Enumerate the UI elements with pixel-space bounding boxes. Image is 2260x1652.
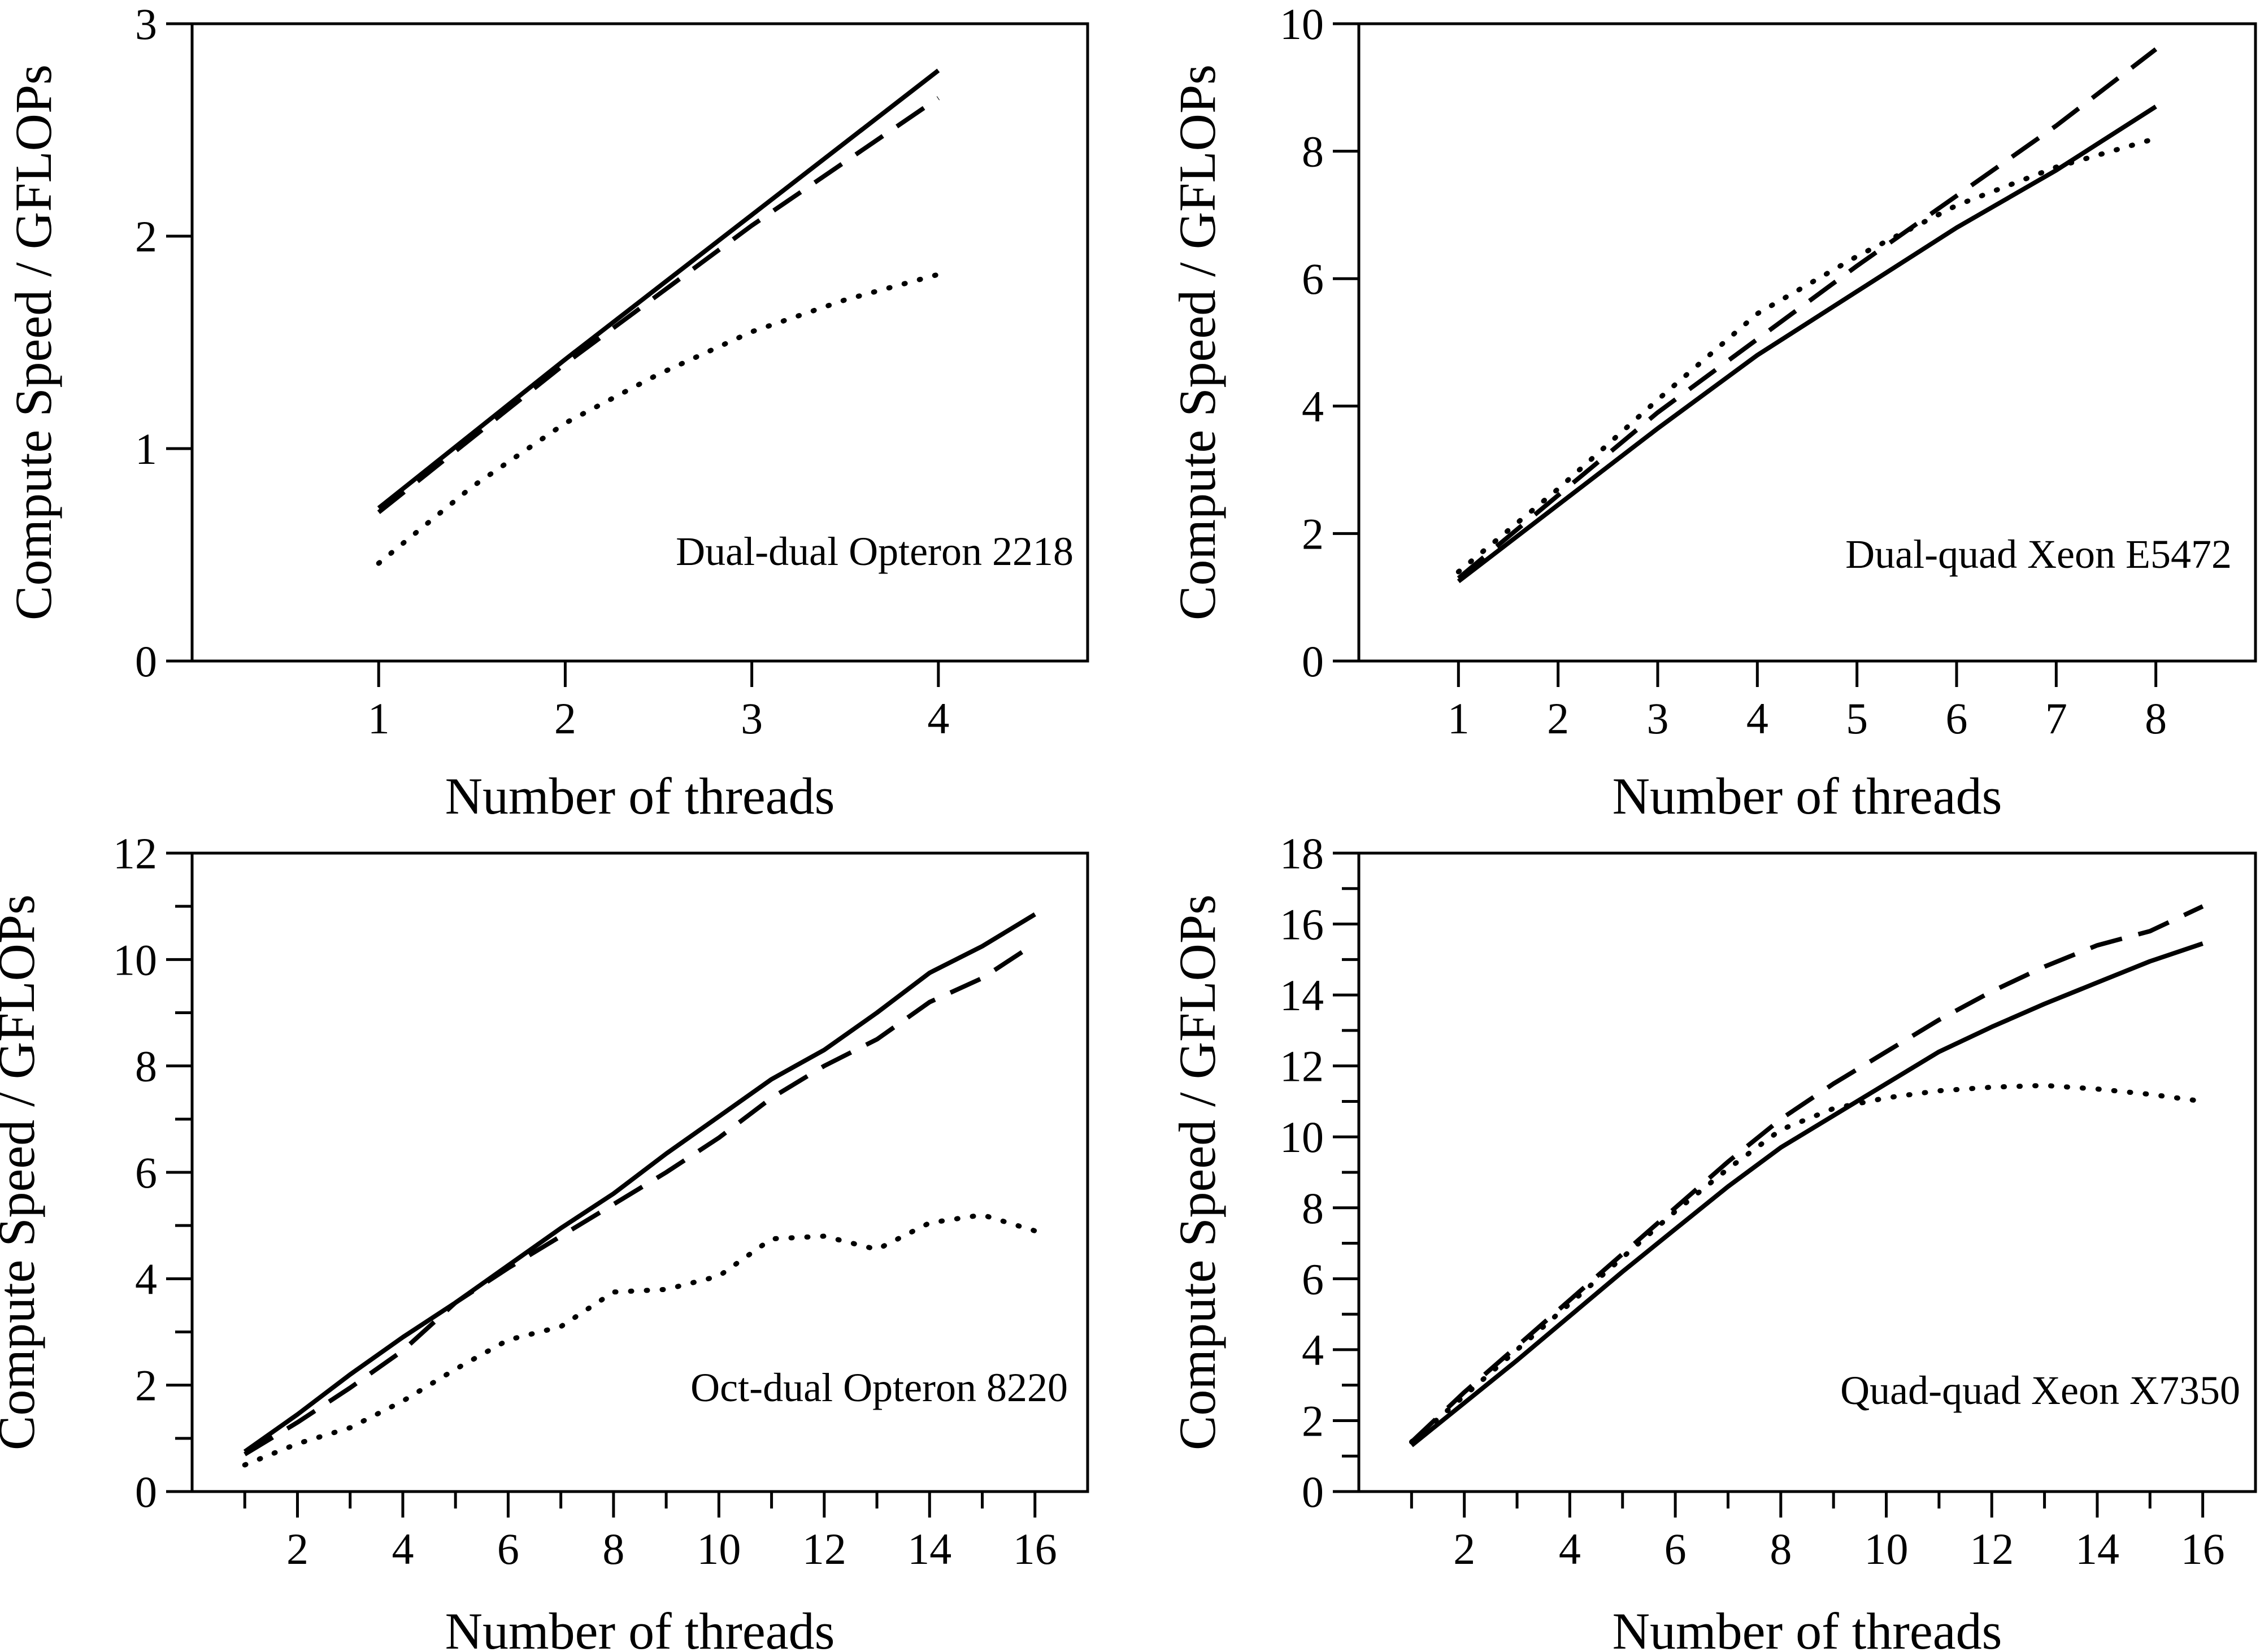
x-tick-label: 7 bbox=[2045, 694, 2067, 743]
x-tick-label: 6 bbox=[497, 1524, 519, 1573]
x-tick-label: 16 bbox=[2181, 1524, 2225, 1573]
y-tick-label: 10 bbox=[1280, 1112, 1324, 1162]
x-axis-title: Number of threads bbox=[445, 1602, 835, 1652]
series-line-dotted bbox=[1455, 136, 2159, 575]
series-line-solid bbox=[377, 68, 940, 510]
y-tick-label: 8 bbox=[135, 1042, 157, 1091]
x-tick-label: 12 bbox=[802, 1524, 846, 1573]
y-tick-label: 10 bbox=[1280, 0, 1324, 49]
y-tick-label: 3 bbox=[135, 0, 157, 49]
y-tick-label: 4 bbox=[1302, 382, 1324, 431]
x-tick-label: 2 bbox=[286, 1524, 308, 1573]
y-axis-title: Compute Speed / GFLOPs bbox=[0, 894, 45, 1450]
plot-frame bbox=[190, 22, 1089, 663]
x-tick-label: 2 bbox=[554, 694, 576, 743]
series-line-dotted bbox=[376, 272, 941, 566]
y-tick-label: 6 bbox=[135, 1148, 157, 1197]
x-tick-label: 5 bbox=[1846, 694, 1868, 743]
y-tick-label: 10 bbox=[113, 935, 157, 984]
x-tick-label: 14 bbox=[2075, 1524, 2119, 1573]
x-tick-label: 1 bbox=[1448, 694, 1470, 743]
x-tick-label: 4 bbox=[1746, 694, 1768, 743]
y-tick-label: 12 bbox=[113, 829, 157, 878]
y-tick-label: 2 bbox=[135, 212, 157, 261]
series-line-dashed bbox=[377, 96, 940, 514]
x-tick-label: 8 bbox=[1770, 1524, 1792, 1573]
x-tick-label: 4 bbox=[927, 694, 949, 743]
x-tick-label: 4 bbox=[392, 1524, 414, 1573]
panel-annotation: Dual-dual Opteron 2218 bbox=[676, 529, 1074, 574]
x-axis-title: Number of threads bbox=[1613, 767, 2002, 825]
y-tick-label: 8 bbox=[1302, 127, 1324, 176]
y-tick-label: 0 bbox=[1302, 1467, 1324, 1516]
plot-frame bbox=[1357, 22, 2257, 663]
y-tick-label: 16 bbox=[1280, 900, 1324, 949]
x-axis-title: Number of threads bbox=[445, 767, 835, 825]
x-tick-label: 6 bbox=[1664, 1524, 1687, 1573]
x-tick-label: 10 bbox=[697, 1524, 741, 1573]
y-tick-label: 1 bbox=[135, 424, 157, 473]
series-line-dotted bbox=[242, 1212, 1038, 1468]
series-line-dashed bbox=[1457, 47, 2158, 580]
x-tick-label: 3 bbox=[1647, 694, 1669, 743]
x-tick-label: 3 bbox=[741, 694, 763, 743]
y-tick-label: 12 bbox=[1280, 1042, 1324, 1091]
series-line-dashed bbox=[1410, 904, 2204, 1444]
y-tick-label: 0 bbox=[135, 637, 157, 686]
series-line-solid bbox=[1457, 105, 2157, 584]
y-tick-label: 8 bbox=[1302, 1184, 1324, 1233]
y-axis-title: Compute Speed / GFLOPs bbox=[1168, 64, 1226, 620]
panel-annotation: Dual-quad Xeon E5472 bbox=[1845, 532, 2232, 577]
x-tick-label: 2 bbox=[1453, 1524, 1475, 1573]
panel-annotation: Quad-quad Xeon X7350 bbox=[1840, 1368, 2240, 1413]
y-axis-title: Compute Speed / GFLOPs bbox=[1168, 894, 1226, 1450]
x-tick-label: 4 bbox=[1559, 1524, 1581, 1573]
y-tick-label: 14 bbox=[1280, 971, 1324, 1020]
chart-panel-oct-dual-opteron: 0 2 4 6 8 10 12 2 4 6 8 10 12 14 16 Number of threads Co… bbox=[0, 829, 1089, 1652]
x-tick-label: 16 bbox=[1013, 1524, 1057, 1573]
series-line-dotted bbox=[1409, 1083, 2206, 1445]
x-axis-title: Number of threads bbox=[1613, 1602, 2002, 1652]
series-line-solid bbox=[1410, 941, 2204, 1447]
y-tick-label: 18 bbox=[1280, 829, 1324, 878]
y-tick-label: 2 bbox=[1302, 1396, 1324, 1445]
y-tick-label: 2 bbox=[1302, 509, 1324, 558]
x-tick-label: 6 bbox=[1946, 694, 1968, 743]
y-tick-label: 4 bbox=[135, 1254, 157, 1303]
x-tick-label: 8 bbox=[2145, 694, 2167, 743]
chart-panel-dual-dual-opteron: 0 1 2 3 1 2 3 4 Number of threads Compute Speed /… bbox=[5, 0, 1089, 825]
y-tick-label: 0 bbox=[135, 1467, 157, 1516]
y-tick-label: 6 bbox=[1302, 1254, 1324, 1303]
y-tick-label: 2 bbox=[135, 1361, 157, 1410]
y-axis-title: Compute Speed / GFLOPs bbox=[5, 64, 62, 620]
y-tick-label: 6 bbox=[1302, 254, 1324, 303]
x-tick-label: 10 bbox=[1864, 1524, 1909, 1573]
y-tick-label: 0 bbox=[1302, 637, 1324, 686]
x-tick-label: 1 bbox=[368, 694, 390, 743]
panel-annotation: Oct-dual Opteron 8220 bbox=[690, 1365, 1068, 1410]
x-tick-label: 14 bbox=[907, 1524, 951, 1573]
y-tick-label: 4 bbox=[1302, 1325, 1324, 1375]
chart-panel-quad-quad-xeon: 0 2 4 6 8 10 12 14 16 18 2 4 6 8 10 12 14 16 Number of thr… bbox=[1168, 829, 2257, 1652]
series-line-dashed bbox=[244, 941, 1036, 1457]
x-tick-label: 8 bbox=[602, 1524, 624, 1573]
x-tick-label: 2 bbox=[1547, 694, 1569, 743]
series-line-solid bbox=[243, 912, 1036, 1454]
x-tick-label: 12 bbox=[1970, 1524, 2014, 1573]
